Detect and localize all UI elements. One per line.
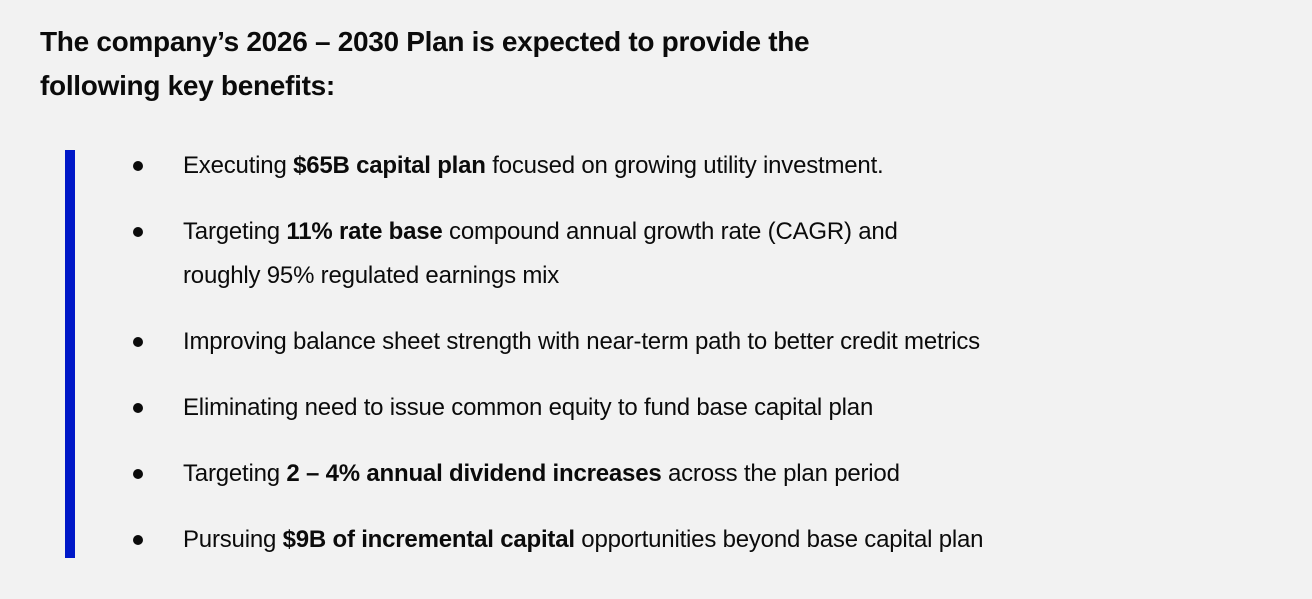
page-title: The company’s 2026 – 2030 Plan is expect… — [40, 20, 810, 108]
list-item: Executing $65B capital plan focused on g… — [133, 144, 1263, 188]
accent-bar — [65, 150, 75, 558]
bullet-icon — [133, 161, 143, 171]
benefit-text: Targeting 2 – 4% annual dividend increas… — [183, 460, 900, 487]
bullet-icon — [133, 337, 143, 347]
benefit-text: Executing $65B capital plan focused on g… — [183, 152, 884, 179]
bullet-icon — [133, 403, 143, 413]
benefits-list: Executing $65B capital plan focused on g… — [133, 144, 1263, 584]
list-item: Targeting 2 – 4% annual dividend increas… — [133, 452, 1263, 496]
benefit-text: Targeting 11% rate base compound annual … — [183, 218, 898, 289]
list-item: Improving balance sheet strength with ne… — [133, 320, 1263, 364]
list-item: Targeting 11% rate base compound annual … — [133, 210, 1263, 298]
bullet-icon — [133, 535, 143, 545]
benefit-text: Improving balance sheet strength with ne… — [183, 328, 980, 355]
page-title-line1: The company’s 2026 – 2030 Plan is expect… — [40, 26, 810, 57]
page-title-line2: following key benefits: — [40, 70, 335, 101]
bullet-icon — [133, 469, 143, 479]
bullet-icon — [133, 227, 143, 237]
benefit-text: Eliminating need to issue common equity … — [183, 394, 874, 421]
list-item: Eliminating need to issue common equity … — [133, 386, 1263, 430]
list-item: Pursuing $9B of incremental capital oppo… — [133, 518, 1263, 562]
benefit-text: Pursuing $9B of incremental capital oppo… — [183, 526, 984, 553]
